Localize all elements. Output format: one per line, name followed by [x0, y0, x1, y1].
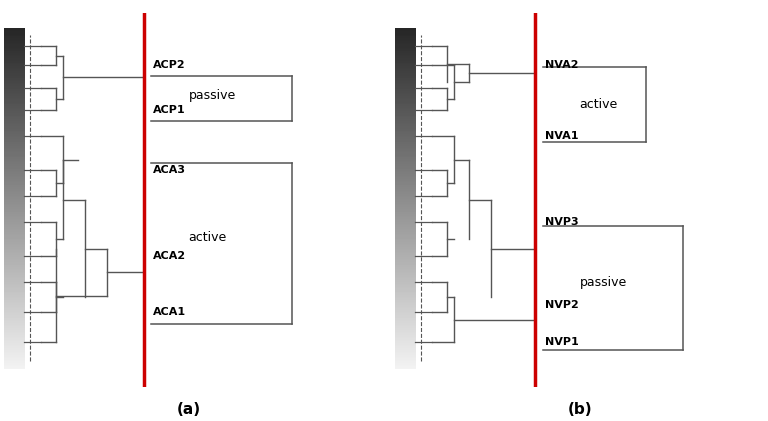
Text: active: active	[188, 231, 227, 244]
Text: passive: passive	[580, 276, 627, 289]
Text: (b): (b)	[568, 402, 592, 417]
Text: ACP1: ACP1	[154, 105, 186, 115]
Text: ACA2: ACA2	[154, 251, 187, 261]
Text: ACP2: ACP2	[154, 60, 186, 70]
Text: ACA1: ACA1	[154, 307, 187, 317]
Text: active: active	[580, 98, 618, 111]
Text: NVP3: NVP3	[545, 218, 578, 227]
Text: (a): (a)	[177, 402, 200, 417]
Text: NVA2: NVA2	[545, 60, 578, 70]
Text: NVP1: NVP1	[545, 337, 578, 347]
Text: NVA1: NVA1	[545, 131, 578, 141]
Text: ACA3: ACA3	[154, 165, 187, 175]
Text: NVP2: NVP2	[545, 300, 578, 310]
Text: passive: passive	[188, 88, 236, 101]
